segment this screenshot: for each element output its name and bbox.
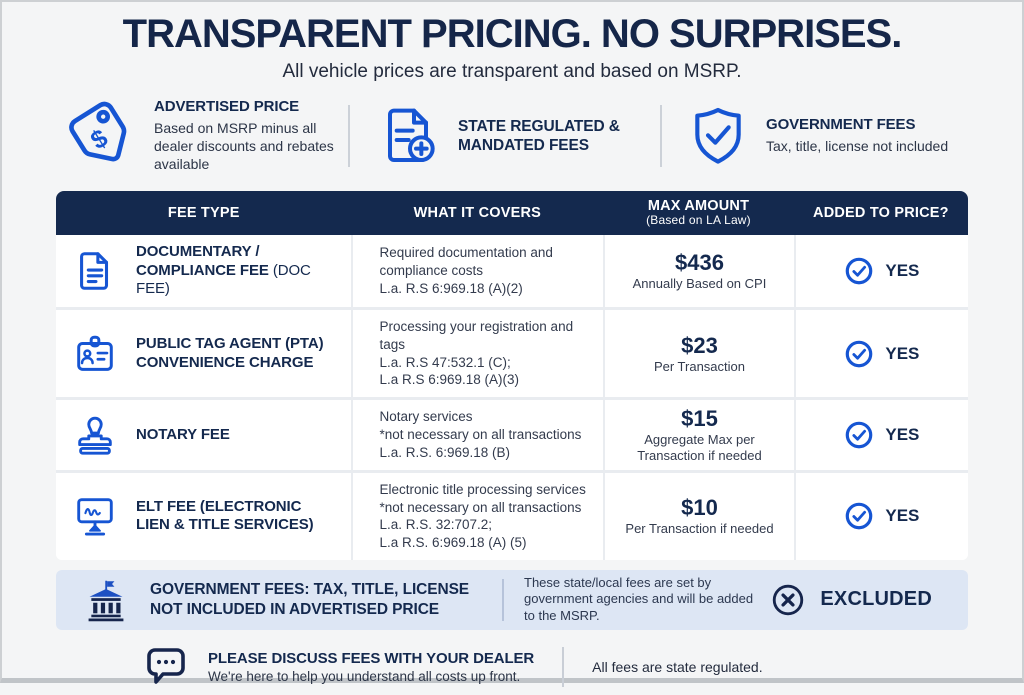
fee-type-note: (DOC FEE) <box>136 261 311 298</box>
table-row: DOCUMENTARY / COMPLIANCE FEE (DOC FEE) R… <box>56 235 968 307</box>
footer-subtitle: We're here to help you understand all co… <box>208 668 521 684</box>
column-header-fee-type: FEE TYPE <box>167 204 240 221</box>
vertical-divider <box>348 105 350 167</box>
footer-title: PLEASE DISCUSS FEES WITH YOUR DEALER <box>208 649 535 667</box>
added-label: YES <box>885 506 920 526</box>
x-circle-icon <box>769 581 807 619</box>
amount-note: Per Transaction if needed <box>625 521 774 537</box>
page-title: TRANSPARENT PRICING. NO SURPRISES. <box>122 12 903 56</box>
amount-value: $10 <box>681 495 718 521</box>
added-label: YES <box>885 261 920 280</box>
government-fees-banner: GOVERNMENT FEES: TAX, TITLE, LICENSE NOT… <box>56 569 968 630</box>
column-header-added: ADDED TO PRICE? <box>813 204 949 221</box>
banner-status: EXCLUDED <box>769 581 954 619</box>
amount-value: $15 <box>681 406 718 432</box>
added-label: YES <box>885 343 920 363</box>
amount-note: Annually Based on CPI <box>632 276 767 292</box>
covers-line: Processing your registration and tags <box>379 319 574 352</box>
id-card-icon <box>72 331 118 377</box>
fee-type-label: ELT FEE (ELECTRONIC LIEN & TITLE SERVICE… <box>136 498 336 536</box>
table-header-row: FEE TYPE WHAT IT COVERS MAX AMOUNT (Base… <box>56 191 968 235</box>
covers-line: L.a. R.S 47:532.1 (C); <box>379 354 511 370</box>
amount-note: Aggregate Max per Transaction if needed <box>637 432 762 463</box>
amount-cell: $15 Aggregate Max per Transaction if nee… <box>603 400 794 470</box>
feature-government-fees: GOVERNMENT FEES Tax, title, license not … <box>662 104 968 168</box>
covers-cell: Notary services *not necessary on all tr… <box>351 400 603 470</box>
feature-description: Based on MSRP minus all dealer discounts… <box>154 120 334 172</box>
amount-value: $23 <box>681 332 718 358</box>
column-header-max-amount-sub: (Based on LA Law) <box>646 213 751 228</box>
covers-line: Notary services <box>379 409 473 425</box>
covers-line: Electronic title processing services <box>379 481 586 497</box>
feature-strip: $ ADVERTISED PRICE Based on MSRP minus a… <box>56 92 968 180</box>
feature-advertised-price: $ ADVERTISED PRICE Based on MSRP minus a… <box>56 98 348 173</box>
vertical-divider <box>660 105 662 167</box>
fee-type-label: DOCUMENTARY / COMPLIANCE FEE (DOC FEE) <box>136 243 336 299</box>
fee-table: FEE TYPE WHAT IT COVERS MAX AMOUNT (Base… <box>56 191 968 560</box>
fee-type-text: NOTARY FEE <box>136 425 230 443</box>
feature-title: STATE REGULATED & MANDATED FEES <box>458 117 620 154</box>
covers-line: L.a R.S. 6:969.18 (A) (5) <box>379 535 527 551</box>
price-tag-icon: $ <box>66 100 138 172</box>
vertical-divider <box>562 646 565 687</box>
amount-cell: $436 Annually Based on CPI <box>603 235 794 307</box>
document-plus-icon <box>378 104 442 168</box>
feature-title: ADVERTISED PRICE <box>154 98 300 116</box>
feature-title: GOVERNMENT FEES <box>766 116 916 134</box>
check-circle-icon <box>844 256 874 286</box>
feature-description: Tax, title, license not included <box>766 137 949 154</box>
added-cell: YES <box>793 310 968 398</box>
fee-type-text: DOCUMENTARY / COMPLIANCE FEE <box>136 242 269 279</box>
amount-cell: $10 Per Transaction if needed <box>603 472 794 560</box>
added-cell: YES <box>793 400 968 470</box>
check-circle-icon <box>844 420 874 450</box>
covers-line: L.a. R.S 6:969.18 (A)(2) <box>379 280 523 296</box>
covers-cell: Electronic title processing services *no… <box>351 472 603 560</box>
document-icon <box>72 248 118 294</box>
covers-line: L.a. R.S. 32:707.2; <box>379 517 493 533</box>
footer-note: All fees are state regulated. <box>592 658 763 675</box>
covers-cell: Required documentation and compliance co… <box>351 235 603 307</box>
covers-line: *not necessary on all transactions <box>379 427 582 443</box>
stamp-icon <box>72 412 118 458</box>
added-cell: YES <box>793 472 968 560</box>
vertical-divider <box>502 578 504 621</box>
banner-description: These state/local fees are set by govern… <box>524 574 754 624</box>
covers-line: *not necessary on all transactions <box>379 499 582 515</box>
monitor-signature-icon <box>72 493 118 539</box>
fee-type-label: NOTARY FEE <box>136 426 230 445</box>
fee-type-label: PUBLIC TAG AGENT (PTA) CONVENIENCE CHARG… <box>136 335 336 373</box>
amount-cell: $23 Per Transaction <box>603 310 794 398</box>
covers-line: L.a. R.S. 6:969.18 (B) <box>379 444 511 460</box>
amount-note: Per Transaction <box>653 358 745 374</box>
fee-type-text: ELT FEE (ELECTRONIC LIEN & TITLE SERVICE… <box>136 497 314 534</box>
fee-type-text: PUBLIC TAG AGENT (PTA) CONVENIENCE CHARG… <box>136 334 324 371</box>
government-building-icon <box>84 578 128 622</box>
page-subtitle: All vehicle prices are transparent and b… <box>282 61 742 82</box>
amount-value: $436 <box>675 250 724 276</box>
table-row: ELT FEE (ELECTRONIC LIEN & TITLE SERVICE… <box>56 469 968 560</box>
feature-state-regulated: STATE REGULATED & MANDATED FEES <box>350 104 660 168</box>
column-header-max-amount-label: MAX AMOUNT <box>647 197 750 214</box>
covers-cell: Processing your registration and tags L.… <box>351 310 603 398</box>
check-circle-icon <box>844 339 874 369</box>
table-row: PUBLIC TAG AGENT (PTA) CONVENIENCE CHARG… <box>56 307 968 398</box>
table-row: NOTARY FEE Notary services *not necessar… <box>56 397 968 470</box>
added-cell: YES <box>793 235 968 307</box>
column-header-covers: WHAT IT COVERS <box>413 204 542 221</box>
column-header-max-amount: MAX AMOUNT (Based on LA Law) <box>603 198 794 228</box>
svg-text:$: $ <box>86 124 113 155</box>
shield-check-icon <box>686 104 750 168</box>
banner-title: GOVERNMENT FEES: TAX, TITLE, LICENSE NOT… <box>150 580 470 618</box>
added-label: YES <box>885 424 920 444</box>
speech-bubble-icon <box>142 643 190 691</box>
footer: PLEASE DISCUSS FEES WITH YOUR DEALER We'… <box>56 639 968 695</box>
covers-line: L.a R.S 6:969.18 (A)(3) <box>379 372 520 388</box>
check-circle-icon <box>844 501 874 531</box>
excluded-label: EXCLUDED <box>820 588 932 611</box>
covers-line: Required documentation and compliance co… <box>379 245 553 279</box>
